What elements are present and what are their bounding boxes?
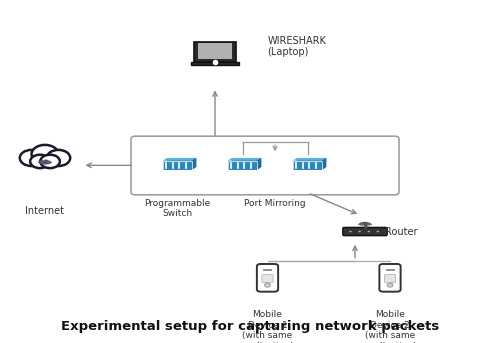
- FancyBboxPatch shape: [257, 264, 278, 292]
- FancyBboxPatch shape: [131, 136, 399, 195]
- FancyBboxPatch shape: [262, 275, 273, 282]
- Text: Programmable
Switch: Programmable Switch: [144, 199, 210, 218]
- FancyBboxPatch shape: [343, 227, 387, 236]
- Text: Mobile
Device 2
(with same
application): Mobile Device 2 (with same application): [363, 310, 417, 343]
- Circle shape: [32, 145, 58, 163]
- FancyBboxPatch shape: [380, 264, 400, 292]
- Circle shape: [30, 155, 50, 168]
- Polygon shape: [163, 158, 196, 161]
- FancyBboxPatch shape: [163, 161, 192, 170]
- Circle shape: [46, 150, 70, 166]
- FancyBboxPatch shape: [191, 62, 239, 65]
- FancyBboxPatch shape: [384, 275, 396, 282]
- Circle shape: [387, 283, 393, 287]
- Circle shape: [40, 155, 60, 168]
- FancyBboxPatch shape: [194, 42, 236, 62]
- Circle shape: [264, 283, 270, 287]
- Text: Mobile
Device 1
(with same
application): Mobile Device 1 (with same application): [240, 310, 294, 343]
- Circle shape: [368, 230, 370, 233]
- Polygon shape: [322, 158, 326, 170]
- Polygon shape: [228, 158, 262, 161]
- FancyBboxPatch shape: [167, 158, 196, 167]
- Circle shape: [358, 230, 361, 233]
- FancyBboxPatch shape: [198, 43, 232, 59]
- Polygon shape: [257, 158, 262, 170]
- Text: WIRESHARK
(Laptop): WIRESHARK (Laptop): [268, 36, 326, 57]
- Text: Port Mirroring: Port Mirroring: [244, 199, 306, 208]
- Circle shape: [376, 230, 379, 233]
- FancyBboxPatch shape: [293, 161, 322, 170]
- FancyBboxPatch shape: [232, 158, 262, 167]
- Circle shape: [349, 230, 352, 233]
- FancyBboxPatch shape: [228, 161, 257, 170]
- Text: Experimental setup for capturing network packets: Experimental setup for capturing network…: [61, 320, 439, 333]
- FancyBboxPatch shape: [297, 158, 326, 167]
- Text: Router: Router: [385, 226, 418, 237]
- Circle shape: [20, 150, 44, 166]
- Polygon shape: [192, 158, 196, 170]
- Text: Internet: Internet: [26, 206, 64, 216]
- Polygon shape: [293, 158, 326, 161]
